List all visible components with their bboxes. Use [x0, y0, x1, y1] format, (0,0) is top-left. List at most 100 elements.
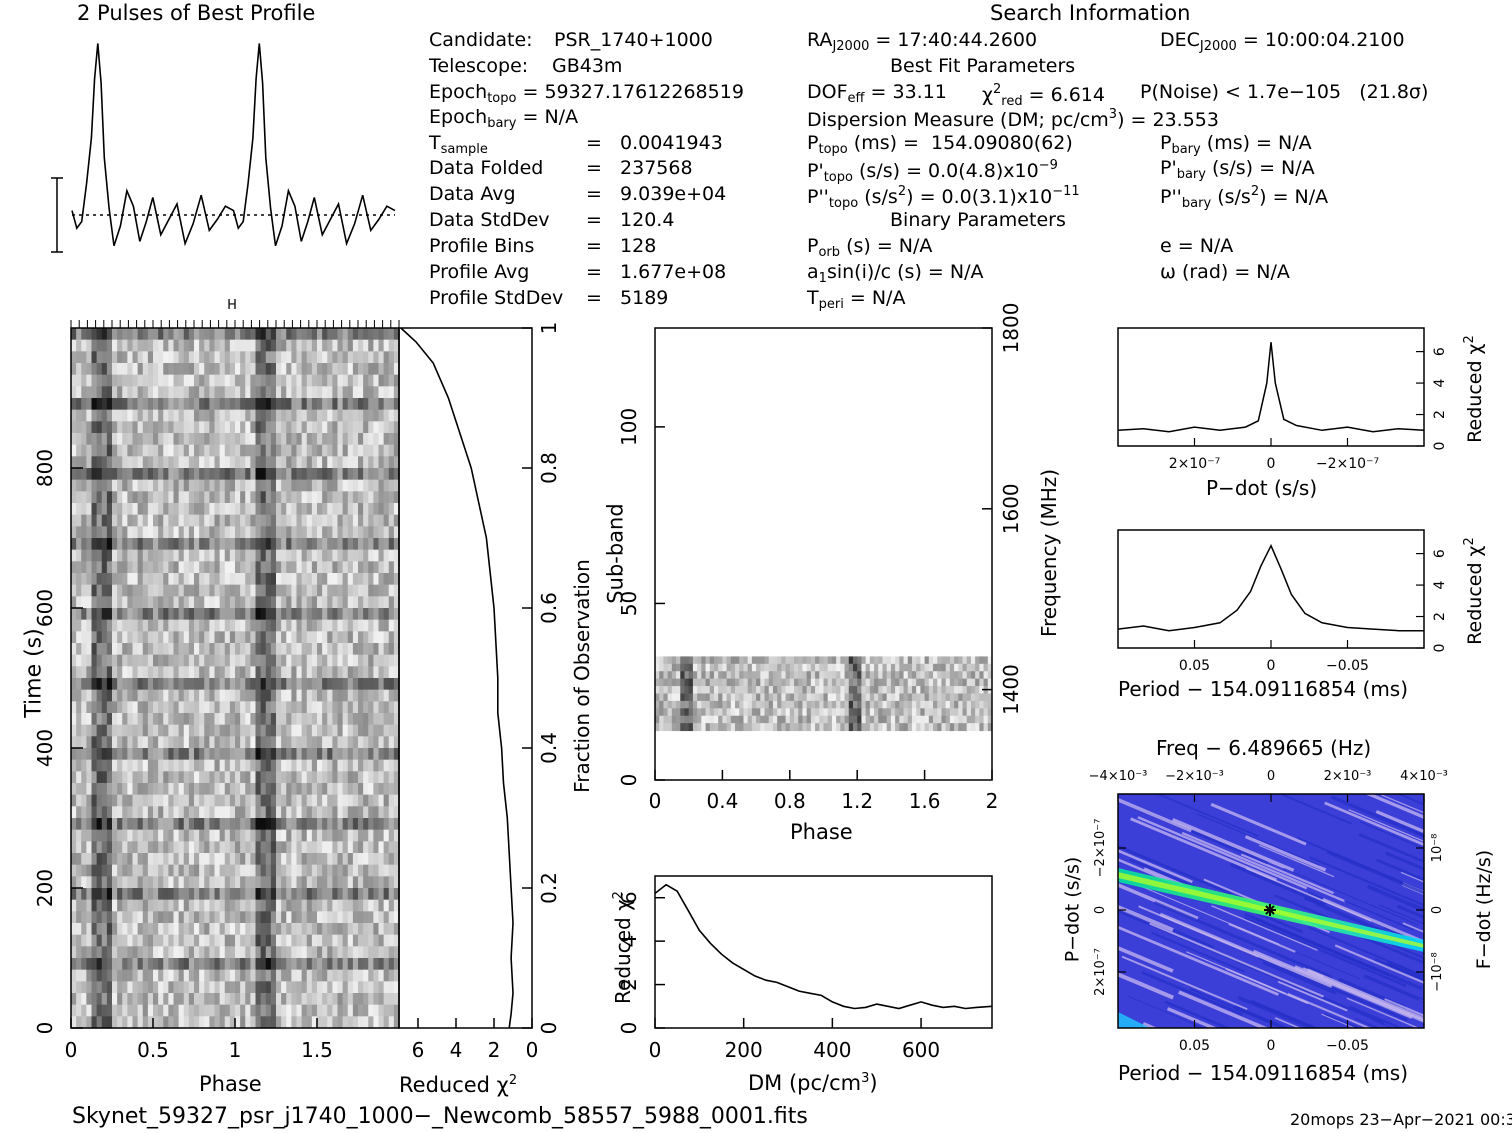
- dm-ytick-label: 6: [617, 891, 641, 904]
- tp-cell: [101, 596, 108, 609]
- tp-cell: [137, 689, 144, 702]
- ppdot-streak: [1364, 794, 1424, 819]
- tp-cell: [117, 409, 123, 422]
- tp-cell: [81, 853, 87, 866]
- tp-cell: [383, 993, 390, 1006]
- tp-cell: [358, 981, 364, 994]
- sb-cell: [890, 663, 896, 672]
- sb-cell: [667, 693, 673, 702]
- tp-cell: [265, 491, 272, 504]
- sb-cell: [756, 715, 761, 724]
- tp-cell: [106, 351, 113, 364]
- tp-cell: [373, 666, 380, 679]
- sb-cell: [857, 700, 862, 709]
- tp-cell: [317, 596, 323, 609]
- profile-stddev-value: = 5189: [586, 287, 669, 309]
- tp-cell: [122, 701, 128, 714]
- tp-cell: [311, 841, 318, 854]
- tp-cell: [393, 596, 400, 609]
- sb-cell: [949, 656, 955, 665]
- tp-cell: [142, 689, 149, 702]
- tp-cell: [368, 946, 374, 959]
- tp-cell: [301, 433, 308, 446]
- sb-cell: [730, 723, 736, 732]
- tp-cell: [112, 514, 118, 527]
- sb-cell: [899, 693, 905, 702]
- tp-cell: [168, 433, 175, 446]
- tp-cell: [250, 549, 257, 562]
- tp-cell: [286, 748, 292, 761]
- sb-cell: [840, 686, 846, 694]
- tp-cell: [393, 678, 400, 691]
- tp-cell: [378, 899, 385, 912]
- tp-cell: [158, 689, 164, 702]
- tp-cell: [194, 678, 200, 691]
- tp-cell: [245, 444, 251, 457]
- tp-cell: [132, 549, 139, 562]
- tp-cell: [173, 981, 180, 994]
- tp-cell: [173, 456, 180, 469]
- tp-cell: [306, 759, 313, 772]
- tp-cell: [373, 421, 380, 434]
- tp-cell: [132, 713, 139, 726]
- tp-cell: [194, 794, 200, 807]
- tp-cell: [106, 584, 113, 597]
- tp-cell: [291, 374, 298, 387]
- tp-cell: [81, 993, 87, 1006]
- sb-cell: [701, 715, 707, 724]
- tp-cell: [117, 736, 123, 749]
- tp-cell: [71, 631, 77, 644]
- sb-cell: [831, 656, 837, 665]
- sb-cell: [869, 723, 875, 732]
- tp-cell: [163, 631, 169, 644]
- tp-cell: [332, 934, 339, 947]
- tp-cell: [281, 853, 287, 866]
- profile-bins-value: = 128: [586, 235, 657, 257]
- tp-cell: [178, 374, 185, 387]
- tp-cell: [358, 573, 364, 586]
- tp-cell: [235, 958, 241, 971]
- tp-cell: [281, 374, 287, 387]
- tp-cell: [378, 794, 385, 807]
- sb-cell: [760, 656, 766, 665]
- tp-cell: [337, 923, 344, 936]
- sb-cell: [692, 678, 698, 687]
- tp-cell: [250, 596, 257, 609]
- sb-cell: [848, 700, 854, 709]
- tp-cell: [301, 573, 308, 586]
- tp-cell: [276, 619, 282, 632]
- tp-cell: [209, 818, 216, 831]
- tp-cell: [255, 433, 262, 446]
- tp-cell: [147, 899, 154, 912]
- tp-cell: [373, 619, 380, 632]
- tp-cell: [209, 1004, 216, 1017]
- tp-cell: [352, 794, 359, 807]
- tp-cell: [301, 689, 308, 702]
- tp-cell: [250, 374, 257, 387]
- tp-cell: [363, 829, 369, 842]
- tp-cell: [352, 538, 359, 551]
- sb-cell: [865, 686, 871, 694]
- tp-cell: [388, 374, 395, 387]
- tp-cell: [224, 503, 231, 516]
- tp-cell: [296, 619, 303, 632]
- sb-cell: [659, 708, 664, 717]
- tp-cell: [255, 678, 262, 691]
- tp-cell: [127, 748, 134, 761]
- tp-cell: [281, 421, 287, 434]
- tp-cell: [352, 783, 359, 796]
- tp-cell: [332, 794, 339, 807]
- tp-cell: [209, 351, 216, 364]
- sb-cell: [655, 723, 660, 732]
- tp-cell: [112, 538, 118, 551]
- tp-cell: [363, 864, 369, 877]
- tp-cell: [81, 969, 87, 982]
- tp-cell: [229, 561, 236, 574]
- tp-cell: [163, 479, 169, 492]
- tp-cell: [301, 864, 308, 877]
- tp-cell: [368, 864, 374, 877]
- tp-cell: [250, 958, 257, 971]
- tp-cell: [183, 608, 190, 621]
- sb-cell: [684, 708, 690, 717]
- tp-cell: [204, 1004, 210, 1017]
